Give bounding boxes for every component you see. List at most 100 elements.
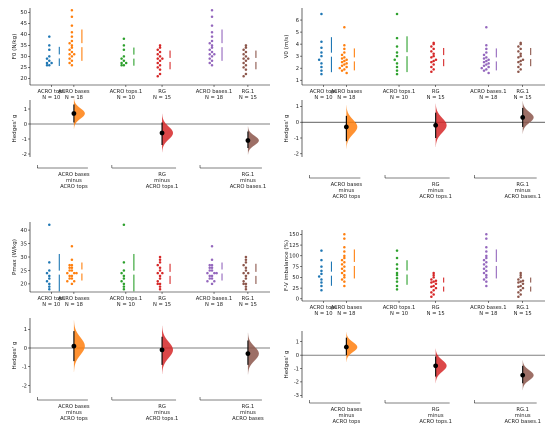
- y-tick-label: 6: [296, 18, 299, 24]
- effect-point: [520, 115, 526, 120]
- data-point: [45, 63, 49, 67]
- data-point: [320, 272, 323, 276]
- data-point: [208, 269, 211, 272]
- y-tick-label: 25: [292, 286, 299, 292]
- data-point: [343, 47, 346, 51]
- data-point: [68, 263, 71, 267]
- data-point: [122, 63, 126, 67]
- data-point: [517, 285, 520, 289]
- group-n-label: N = 15: [514, 311, 532, 317]
- data-point: [244, 63, 248, 67]
- data-point: [122, 269, 126, 272]
- x-tick-label: ACRO bases.1: [470, 89, 506, 95]
- data-point: [45, 271, 49, 275]
- data-point: [395, 51, 399, 54]
- data-point: [122, 48, 126, 52]
- data-point: [70, 8, 74, 12]
- data-point: [208, 57, 211, 60]
- data-point: [395, 12, 399, 16]
- y-axis-label: F0 (N/kg): [12, 34, 18, 60]
- data-point: [48, 48, 51, 52]
- data-point: [320, 269, 323, 273]
- data-point: [485, 280, 488, 283]
- data-point: [432, 59, 435, 63]
- group-n-label: N = 18: [65, 302, 83, 308]
- comparison-label: RG.1: [516, 407, 529, 413]
- data-point: [210, 35, 214, 38]
- data-point: [482, 53, 486, 57]
- data-point: [519, 271, 522, 275]
- data-point: [48, 59, 51, 63]
- data-point: [317, 275, 321, 278]
- data-point: [320, 12, 323, 16]
- data-point: [320, 265, 323, 268]
- bootstrap-distribution: [346, 332, 358, 363]
- data-point: [343, 250, 346, 253]
- x-tick-label: ACRO bases.1: [196, 89, 232, 95]
- data-point: [395, 271, 399, 275]
- comparison-label: RG: [158, 172, 166, 178]
- data-point: [158, 277, 162, 280]
- data-point: [210, 263, 214, 267]
- data-point: [68, 266, 71, 270]
- data-point: [70, 266, 74, 270]
- data-point: [432, 68, 435, 71]
- data-point: [122, 288, 126, 291]
- x-tick-label: RG: [432, 89, 440, 95]
- data-point: [122, 44, 126, 47]
- data-point: [320, 284, 323, 288]
- data-point: [156, 57, 159, 60]
- data-point: [432, 280, 435, 283]
- y-tick-label: 50: [292, 275, 299, 281]
- data-point: [122, 55, 126, 58]
- data-point: [208, 41, 211, 45]
- data-point: [48, 63, 51, 67]
- data-point: [395, 273, 399, 277]
- data-point: [519, 68, 522, 71]
- data-point: [343, 269, 346, 273]
- data-point: [345, 62, 348, 65]
- data-point: [340, 57, 344, 60]
- data-point: [517, 70, 520, 74]
- data-point: [485, 237, 488, 240]
- data-point: [317, 58, 321, 61]
- effect-point: [245, 138, 251, 143]
- data-point: [210, 266, 214, 270]
- comparison-label: ACRO tops.1: [419, 194, 452, 200]
- comparison-label: RG.1: [242, 172, 255, 178]
- data-point: [521, 279, 525, 283]
- x-tick-label: ACRO tops: [37, 89, 65, 95]
- x-tick-label: RG: [432, 305, 440, 311]
- data-point: [66, 279, 69, 283]
- data-point: [208, 274, 211, 278]
- bootstrap-distribution: [247, 126, 259, 155]
- group-n-label: N = 18: [479, 311, 497, 317]
- data-point: [244, 274, 248, 278]
- data-point: [340, 267, 344, 270]
- data-point: [72, 52, 76, 56]
- data-point: [68, 269, 71, 272]
- data-point: [485, 59, 488, 63]
- data-point: [320, 54, 323, 58]
- data-point: [430, 56, 433, 59]
- group-n-label: N = 15: [153, 302, 171, 308]
- data-point: [156, 61, 159, 65]
- data-point: [395, 276, 399, 280]
- data-point: [210, 258, 214, 261]
- x-tick-label: ACRO tops.1: [383, 305, 416, 311]
- comparison-label: RG.1: [242, 404, 255, 410]
- data-point: [70, 63, 74, 67]
- group-n-label: N = 10: [42, 95, 60, 101]
- data-point: [320, 46, 323, 49]
- data-point: [158, 255, 162, 259]
- bootstrap-distribution: [522, 101, 534, 134]
- x-tick-label: RG.1: [516, 89, 529, 95]
- effect-point: [520, 372, 526, 378]
- data-point: [242, 74, 245, 78]
- effect-y-tick-label: 1: [296, 104, 299, 110]
- data-point: [156, 271, 159, 275]
- data-point: [345, 71, 348, 75]
- effect-y-tick-label: 0: [24, 346, 27, 352]
- data-point: [320, 258, 323, 262]
